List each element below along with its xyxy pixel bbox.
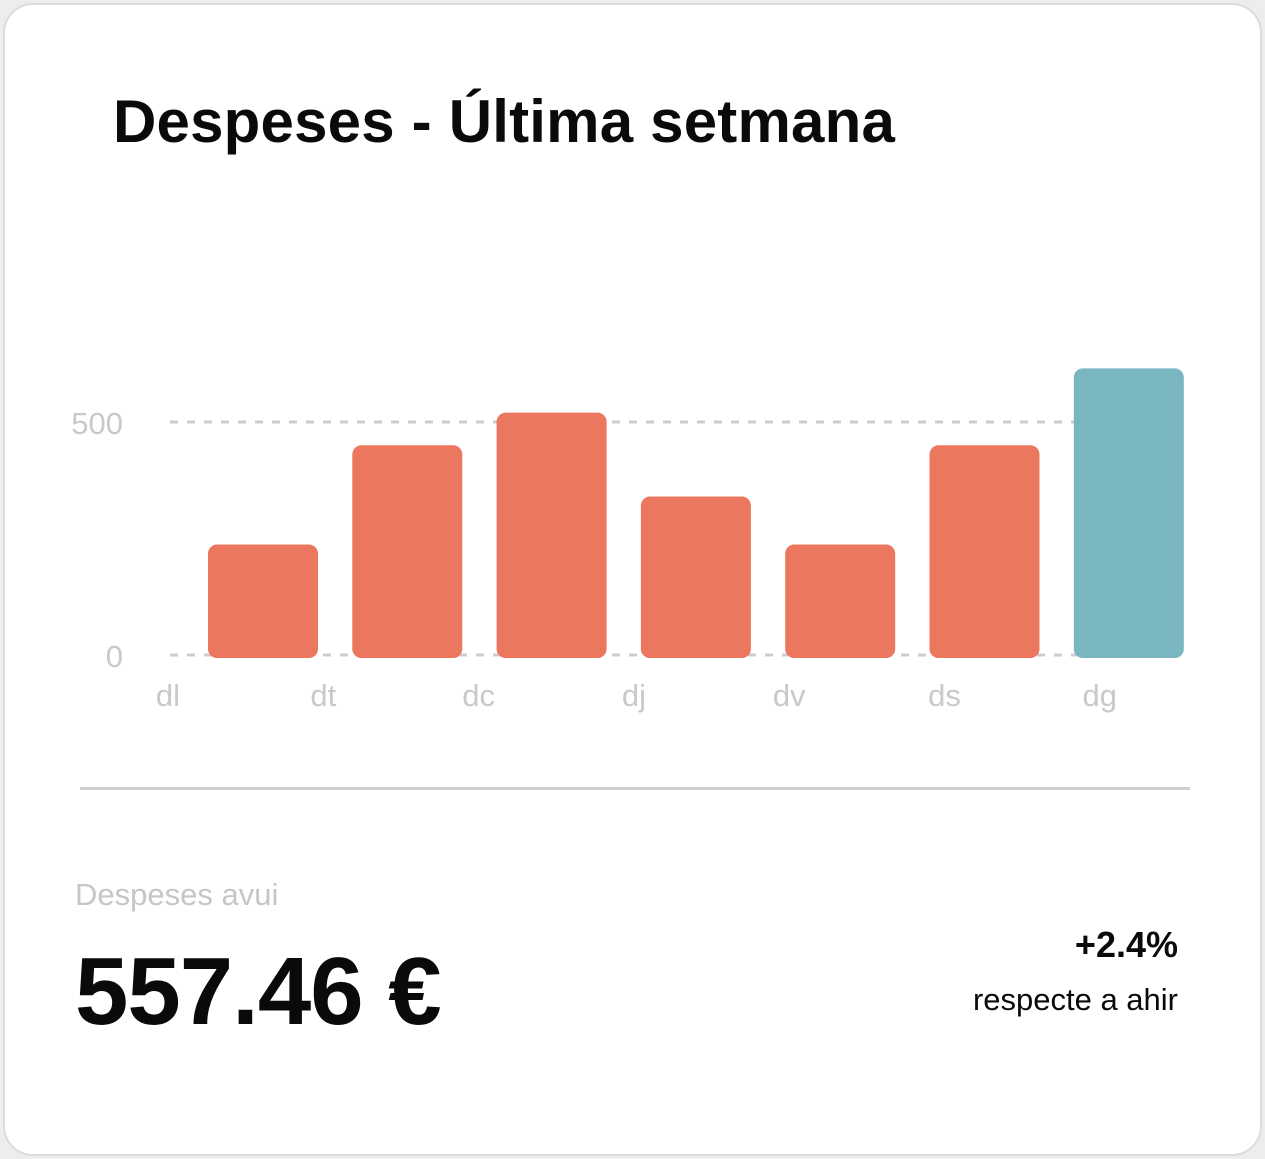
weekly-expenses-bar-chart: 0 500 dl dt dc dj dv ds dg <box>71 368 1185 713</box>
x-tick-label-dt: dt <box>310 678 336 713</box>
bar-dt <box>352 445 463 658</box>
chart-bars <box>208 368 1184 658</box>
today-expenses-label: Despeses avui <box>75 877 279 912</box>
bar-dl <box>208 544 318 658</box>
x-tick-label-ds: ds <box>928 678 961 713</box>
bar-dg <box>1073 368 1184 658</box>
x-axis-ticks: dl dt dc dj dv ds dg <box>156 678 1117 713</box>
x-tick-label-dg: dg <box>1083 678 1117 713</box>
change-caption: respecte a ahir <box>972 982 1178 1017</box>
change-indicator: +2.4% respecte a ahir <box>973 923 1178 1019</box>
section-divider <box>80 787 1190 790</box>
bar-dj <box>640 496 751 658</box>
x-tick-label-dc: dc <box>462 678 495 713</box>
y-axis-ticks: 0 500 <box>71 406 123 674</box>
bar-ds <box>929 445 1040 658</box>
bar-dv <box>785 544 896 658</box>
card-title: Despeses - Última setmana <box>113 88 896 155</box>
x-tick-label-dj: dj <box>622 678 646 713</box>
today-expenses-value: 557.46 € <box>75 938 442 1045</box>
x-tick-label-dl: dl <box>156 678 180 713</box>
x-tick-label-dv: dv <box>773 678 806 713</box>
change-percentage: +2.4% <box>1074 924 1178 965</box>
expenses-card: Despeses - Última setmana 0 500 dl dt dc dj d… <box>3 3 1262 1156</box>
y-tick-label: 500 <box>71 406 123 441</box>
y-tick-label: 0 <box>106 639 123 674</box>
bar-dc <box>496 412 607 658</box>
